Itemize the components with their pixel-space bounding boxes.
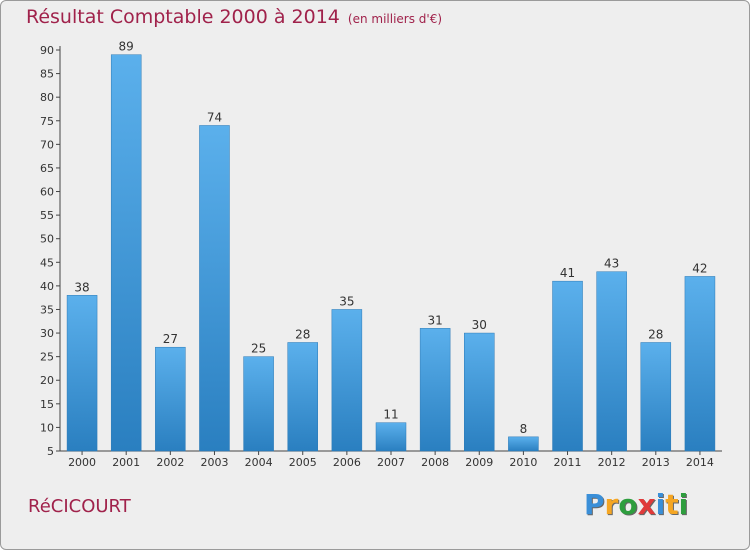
x-tick-label: 2011	[554, 456, 582, 469]
bar-2000	[66, 295, 98, 452]
y-tick-label: 55	[40, 209, 54, 222]
y-tick-label: 70	[40, 138, 54, 151]
logo-letter: i	[678, 488, 689, 521]
x-tick-label: 2010	[509, 456, 537, 469]
y-tick-label: 85	[40, 68, 54, 81]
logo-letter: t	[665, 488, 679, 521]
x-tick-label: 2013	[642, 456, 670, 469]
chart-axes: 5 10 15 20 25 30 35 40 45 50 55 60 65 70 75 80 85 90 2000 2…	[40, 44, 722, 469]
bar-2013	[640, 342, 672, 452]
data-label: 25	[251, 342, 266, 356]
y-tick-label: 10	[40, 421, 54, 434]
data-label: 28	[648, 327, 663, 341]
data-label: 31	[427, 313, 442, 327]
title-text: Résultat Comptable 2000 à 2014	[26, 6, 340, 28]
y-tick-label: 40	[40, 280, 54, 293]
y-tick-label: 20	[40, 374, 54, 387]
y-tick-label: 50	[40, 233, 54, 246]
bar-2012	[596, 271, 627, 452]
y-tick-label: 90	[40, 44, 54, 57]
commune-name: RéCICOURT	[28, 496, 131, 517]
y-tick-label: 80	[40, 91, 54, 104]
logo-letter: P	[584, 488, 605, 521]
bar-2007	[375, 422, 407, 452]
data-label: 43	[604, 257, 619, 271]
x-tick-label: 2004	[245, 456, 273, 469]
bar-2009	[464, 332, 495, 452]
chart-title: Résultat Comptable 2000 à 2014 (en millie…	[26, 6, 442, 28]
bar-2008	[419, 328, 451, 452]
y-tick-label: 25	[40, 351, 54, 364]
x-tick-label: 2000	[68, 456, 96, 469]
data-label: 42	[692, 261, 707, 275]
chart-bars	[66, 54, 716, 452]
data-label: 11	[383, 408, 398, 422]
x-tick-label: 2005	[289, 456, 317, 469]
title-unit: (en milliers d'€)	[347, 12, 443, 26]
y-tick-label: 5	[47, 445, 54, 458]
logo-letter: o	[618, 488, 638, 521]
bar-2003	[199, 125, 230, 452]
x-tick-label: 2002	[156, 456, 184, 469]
bar-2004	[243, 356, 274, 452]
x-tick-label: 2008	[421, 456, 449, 469]
data-label: 8	[520, 422, 528, 436]
y-tick-label: 15	[40, 398, 54, 411]
y-tick-label: 60	[40, 186, 54, 199]
y-tick-label: 45	[40, 256, 54, 269]
chart-labels: 38 89 27 74 25 28 35 11 31 30 8 41 43 28 42	[74, 40, 707, 436]
bar-2014	[684, 276, 716, 452]
data-label: 30	[472, 318, 487, 332]
y-tick-label: 65	[40, 162, 54, 175]
logo-letter: x	[637, 488, 656, 521]
data-label: 38	[74, 280, 89, 294]
logo-letter: i	[655, 488, 666, 521]
data-label: 74	[207, 110, 222, 124]
y-tick-label: 75	[40, 115, 54, 128]
x-tick-label: 2007	[377, 456, 405, 469]
x-tick-label: 2012	[598, 456, 626, 469]
bar-2002	[155, 346, 186, 452]
x-tick-label: 2009	[465, 456, 493, 469]
data-label: 41	[560, 266, 575, 280]
x-tick-label: 2001	[112, 456, 140, 469]
bar-2006	[331, 309, 363, 452]
x-tick-label: 2014	[686, 456, 714, 469]
x-tick-label: 2006	[333, 456, 361, 469]
bar-2005	[287, 342, 318, 452]
data-label: 35	[339, 294, 354, 308]
data-label: 89	[119, 40, 134, 54]
bar-2011	[552, 280, 583, 452]
logo-letter: r	[604, 488, 619, 521]
y-tick-label: 35	[40, 303, 54, 316]
proxiti-logo[interactable]: Proxiti	[584, 488, 688, 521]
bar-2001	[110, 54, 142, 452]
data-label: 27	[163, 332, 178, 346]
y-tick-label: 30	[40, 327, 54, 340]
bar-2010	[508, 436, 539, 452]
x-tick-label: 2003	[200, 456, 228, 469]
data-label: 28	[295, 327, 310, 341]
